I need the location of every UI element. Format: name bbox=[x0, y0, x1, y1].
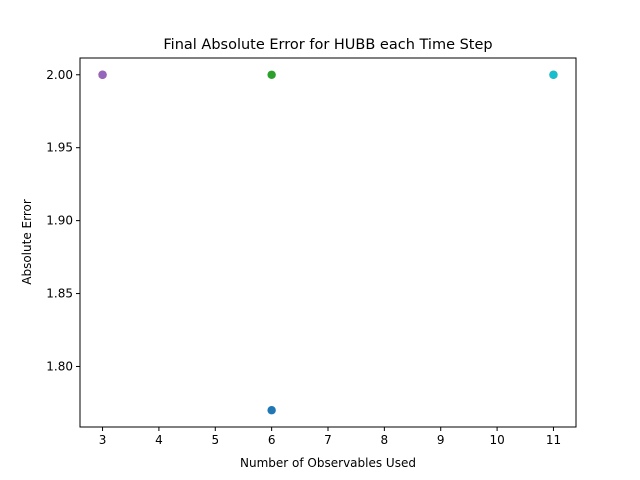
x-tick-label-7: 10 bbox=[489, 433, 504, 447]
y-tick-label-0: 1.80 bbox=[46, 359, 73, 373]
x-axis-label: Number of Observables Used bbox=[240, 456, 416, 470]
x-tick-label-2: 5 bbox=[211, 433, 219, 447]
y-tick-label-1: 1.85 bbox=[46, 287, 73, 301]
data-point-2 bbox=[267, 70, 276, 79]
x-tick-label-8: 11 bbox=[546, 433, 561, 447]
x-tick-label-4: 7 bbox=[324, 433, 332, 447]
data-point-0 bbox=[267, 406, 276, 415]
data-point-4 bbox=[98, 70, 107, 79]
plot-area bbox=[79, 57, 577, 428]
y-axis-label: Absolute Error bbox=[20, 199, 34, 285]
y-tick-label-3: 1.95 bbox=[46, 141, 73, 155]
axis-ticks: 3 4 5 6 7 8 9 10 11 1.80 1.85 1.90 1.95 2.00 bbox=[46, 68, 561, 447]
y-tick-label-4: 2.00 bbox=[46, 68, 73, 82]
x-tick-label-6: 9 bbox=[437, 433, 445, 447]
plot-frame bbox=[79, 57, 577, 428]
x-tick-label-3: 6 bbox=[268, 433, 276, 447]
chart-title: Final Absolute Error for HUBB each Time … bbox=[163, 37, 492, 53]
data-point-5 bbox=[549, 70, 558, 79]
y-tick-label-2: 1.90 bbox=[46, 214, 73, 228]
x-tick-label-5: 8 bbox=[381, 433, 389, 447]
x-tick-label-0: 3 bbox=[99, 433, 107, 447]
x-tick-label-1: 4 bbox=[155, 433, 163, 447]
